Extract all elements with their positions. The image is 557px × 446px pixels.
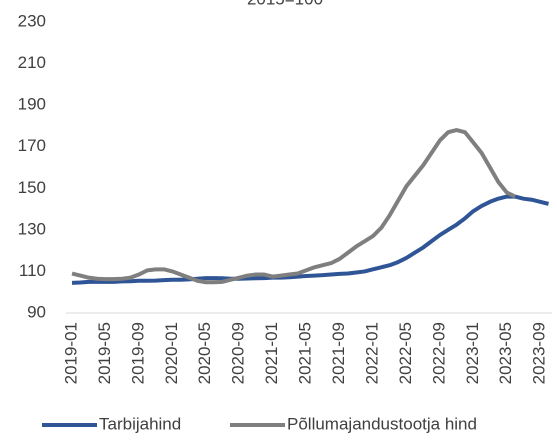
y-tick-label: 150 (18, 178, 46, 197)
x-tick-label: 2022-01 (362, 322, 381, 384)
chart-title: 2015=100 (247, 0, 323, 8)
series-line (71, 128, 516, 285)
legend-label: Tarbijahind (99, 414, 181, 433)
x-tick-label: 2019-01 (61, 322, 80, 384)
x-tick-label: 2023-01 (463, 322, 482, 384)
y-tick-label: 210 (18, 53, 46, 72)
series-line (71, 194, 550, 285)
x-tick-label: 2020-09 (229, 322, 248, 384)
x-tick-label: 2021-09 (329, 322, 348, 384)
x-tick-label: 2021-01 (262, 322, 281, 384)
x-tick-label: 2023-09 (530, 322, 549, 384)
x-tick-label: 2020-05 (195, 322, 214, 384)
x-tick-label: 2022-09 (429, 322, 448, 384)
y-tick-label: 170 (18, 136, 46, 155)
x-tick-label: 2019-05 (95, 322, 114, 384)
x-tick-label: 2020-01 (162, 322, 181, 384)
x-tick-label: 2021-05 (296, 322, 315, 384)
legend-label: Põllumajandustootja hind (287, 414, 477, 433)
y-tick-label: 230 (18, 11, 46, 30)
x-tick-label: 2019-09 (128, 322, 147, 384)
y-tick-label: 190 (18, 95, 46, 114)
x-tick-label: 2022-05 (396, 322, 415, 384)
x-tick-label: 2023-05 (496, 322, 515, 384)
y-tick-label: 110 (19, 261, 46, 280)
y-tick-label: 90 (27, 302, 46, 321)
y-tick-label: 130 (18, 219, 46, 238)
